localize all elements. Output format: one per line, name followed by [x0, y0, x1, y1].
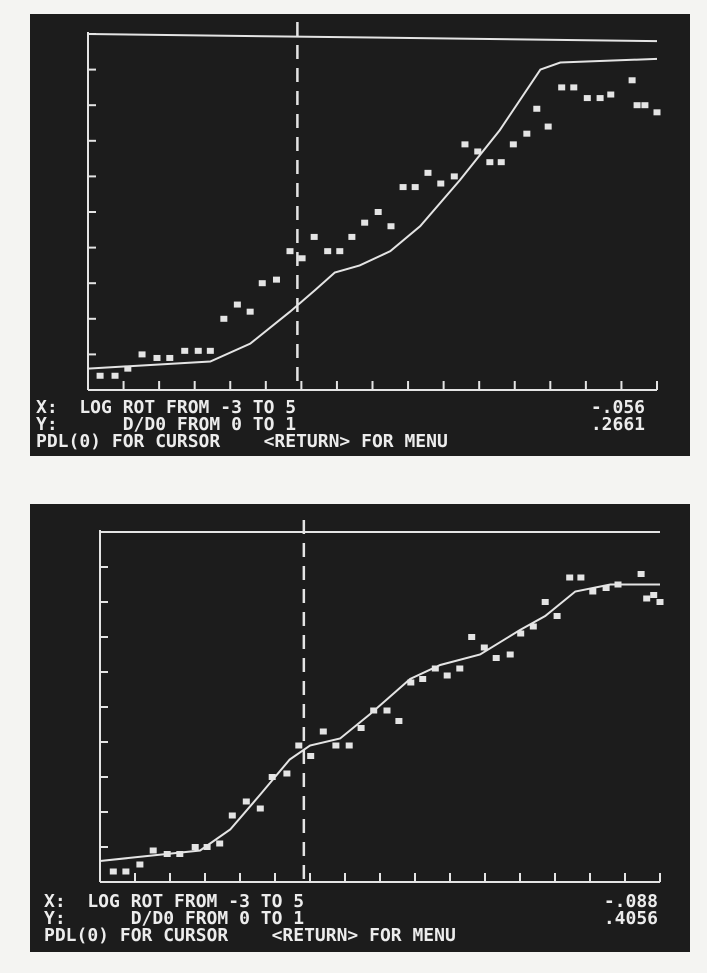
data-point — [384, 708, 391, 714]
cursor-y-readout: .2661 — [591, 414, 645, 435]
data-point — [220, 316, 227, 322]
data-point — [657, 599, 664, 605]
data-point — [424, 170, 431, 176]
data-point — [273, 277, 280, 283]
data-point — [461, 141, 468, 147]
data-point — [456, 666, 463, 672]
data-point — [533, 106, 540, 112]
data-point — [486, 159, 493, 165]
data-point — [395, 718, 402, 724]
data-point — [216, 841, 223, 847]
data-point — [510, 141, 517, 147]
data-point — [283, 771, 290, 777]
data-point — [234, 302, 241, 308]
data-point — [332, 743, 339, 749]
cursor-y-readout: .4056 — [604, 908, 658, 929]
data-point — [259, 280, 266, 286]
data-point — [419, 676, 426, 682]
data-point — [336, 248, 343, 254]
data-point — [110, 869, 117, 875]
data-point — [650, 592, 657, 598]
data-point — [286, 248, 293, 254]
data-point — [468, 634, 475, 640]
data-point — [654, 109, 661, 115]
data-point — [400, 184, 407, 190]
data-point — [643, 596, 650, 602]
data-point — [153, 355, 160, 361]
data-point — [97, 373, 104, 379]
data-point — [181, 348, 188, 354]
data-point — [136, 862, 143, 868]
data-point — [634, 102, 641, 108]
data-point — [307, 753, 314, 759]
data-point — [444, 673, 451, 679]
data-point — [507, 652, 514, 658]
data-point — [295, 743, 302, 749]
data-point — [523, 131, 530, 137]
data-point — [584, 95, 591, 101]
data-point — [112, 373, 119, 379]
data-point — [320, 729, 327, 735]
data-point — [361, 220, 368, 226]
data-point — [629, 77, 636, 83]
data-point — [122, 869, 129, 875]
screen-text: PDL(0) FOR CURSOR <RETURN> FOR MENU — [36, 431, 448, 452]
data-point — [387, 223, 394, 229]
data-point — [207, 348, 214, 354]
data-point — [558, 84, 565, 90]
data-point — [243, 799, 250, 805]
data-point — [566, 575, 573, 581]
data-point — [493, 655, 500, 661]
data-point — [348, 234, 355, 240]
data-point — [139, 351, 146, 357]
data-point — [554, 613, 561, 619]
data-point — [299, 255, 306, 261]
data-point — [641, 102, 648, 108]
data-point — [192, 844, 199, 850]
data-point — [324, 248, 331, 254]
data-point — [247, 309, 254, 315]
data-point — [257, 806, 264, 812]
data-point — [545, 124, 552, 130]
data-point — [375, 209, 382, 215]
data-point — [638, 571, 645, 577]
data-point — [412, 184, 419, 190]
data-point — [311, 234, 318, 240]
data-point — [542, 599, 549, 605]
data-point — [498, 159, 505, 165]
page: X: LOG ROT FROM -3 TO 5Y: D/D0 FROM 0 TO… — [0, 0, 707, 973]
data-point — [358, 725, 365, 731]
data-point — [166, 355, 173, 361]
data-point — [577, 575, 584, 581]
data-point — [570, 84, 577, 90]
data-point — [437, 181, 444, 187]
data-point — [597, 95, 604, 101]
data-point — [451, 173, 458, 179]
data-point — [150, 848, 157, 854]
data-point — [229, 813, 236, 819]
data-point — [195, 348, 202, 354]
data-point — [607, 92, 614, 98]
data-point — [346, 743, 353, 749]
screen-text: PDL(0) FOR CURSOR <RETURN> FOR MENU — [44, 925, 456, 946]
